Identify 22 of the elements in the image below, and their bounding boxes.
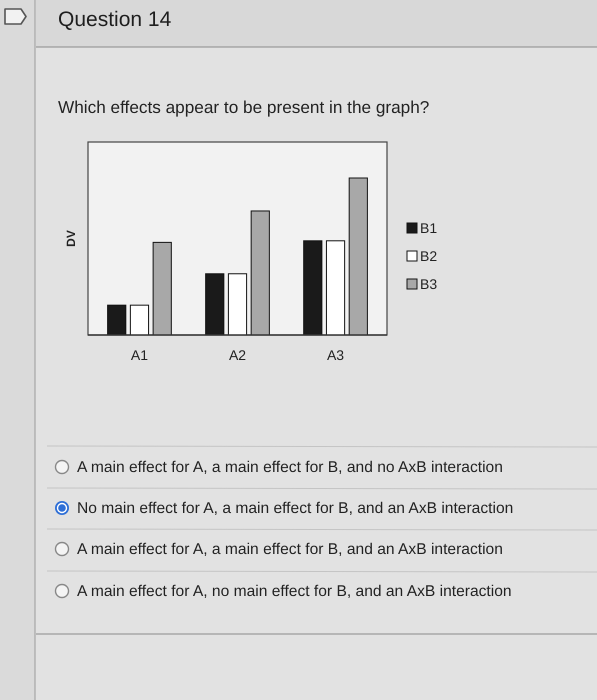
bar	[152, 242, 172, 336]
bar	[228, 273, 248, 336]
text: No main effect for A, a main effect for B, and an AxB interaction	[77, 500, 514, 517]
text: A main effect for A, no main effect for B, and an AxB interaction	[77, 583, 512, 600]
chart-title: Question 14	[58, 8, 172, 31]
x-tick-label: A1	[130, 347, 148, 363]
bar	[326, 240, 346, 336]
bar	[107, 304, 126, 336]
bar	[348, 178, 368, 336]
legend-label: B1	[420, 220, 438, 236]
x-tick-label: A2	[228, 347, 246, 363]
y-axis-title: DV	[64, 230, 78, 247]
bar	[250, 210, 270, 336]
legend-label: B3	[420, 276, 438, 292]
bar	[130, 304, 150, 336]
text: A main effect for A, a main effect for B, and no AxB interaction	[77, 459, 503, 476]
x-tick-label: A3	[326, 347, 344, 363]
bar	[205, 273, 224, 336]
legend-label: B2	[420, 248, 438, 264]
chart-subtitle: Which effects appear to be present in the graph?	[58, 97, 430, 117]
text: A main effect for A, a main effect for B, and an AxB interaction	[77, 541, 503, 558]
bar	[303, 240, 322, 336]
